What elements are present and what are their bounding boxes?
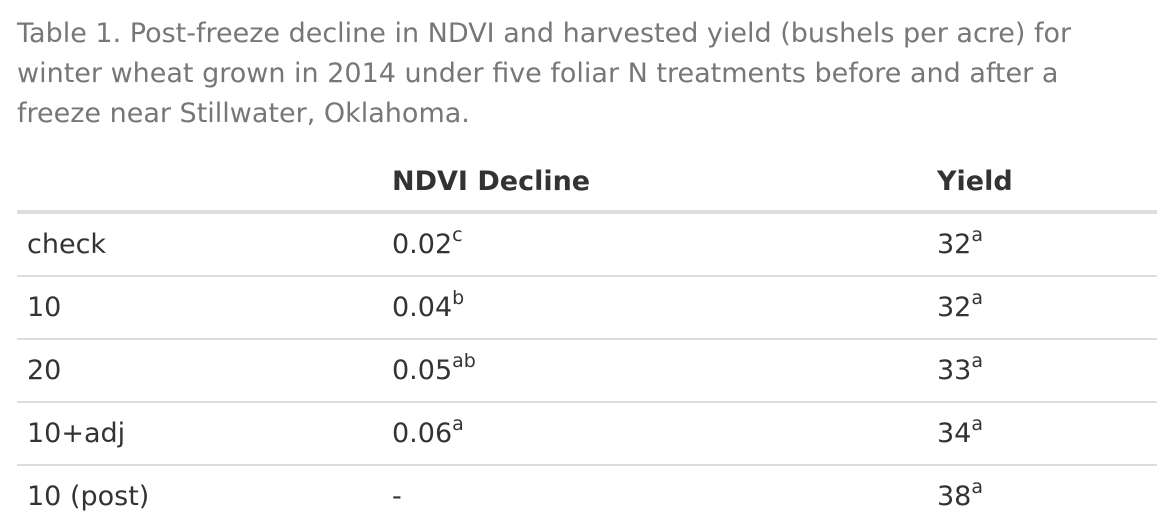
yield-cell: 34a bbox=[927, 402, 1157, 466]
table-row: 10+adj 0.06a 34a bbox=[17, 402, 1157, 466]
ndvi-value: 0.02 bbox=[392, 229, 453, 260]
yield-cell: 33a bbox=[927, 339, 1157, 403]
header-yield: Yield bbox=[927, 152, 1157, 214]
yield-value: 34 bbox=[937, 418, 972, 449]
treatment-cell: 10 (post) bbox=[27, 481, 150, 512]
ndvi-cell: 0.05ab bbox=[382, 339, 927, 403]
header-ndvi-decline: NDVI Decline bbox=[382, 152, 927, 214]
results-table: NDVI Decline Yield check 0.02c 32a 10 0.… bbox=[17, 152, 1157, 527]
header-treatment bbox=[17, 152, 382, 214]
yield-letter: a bbox=[971, 413, 984, 435]
yield-cell: 32a bbox=[927, 212, 1157, 277]
ndvi-letter: ab bbox=[452, 350, 476, 372]
ndvi-letter: b bbox=[452, 287, 465, 309]
table-caption: Table 1. Post-freeze decline in NDVI and… bbox=[17, 18, 1072, 129]
yield-value: 33 bbox=[937, 355, 972, 386]
treatment-cell: 20 bbox=[17, 339, 382, 403]
table-row: 10 (post) - 38a bbox=[17, 465, 1157, 527]
ndvi-cell: - bbox=[382, 465, 927, 527]
ndvi-value: 0.06 bbox=[392, 418, 453, 449]
yield-cell: 32a bbox=[927, 276, 1157, 340]
yield-letter: a bbox=[971, 224, 984, 246]
ndvi-cell: 0.06a bbox=[382, 402, 927, 466]
ndvi-value: - bbox=[392, 481, 402, 512]
ndvi-value: 0.04 bbox=[392, 292, 453, 323]
yield-letter: a bbox=[971, 350, 984, 372]
table-row: check 0.02c 32a bbox=[17, 212, 1157, 277]
ndvi-letter: a bbox=[452, 413, 464, 435]
treatment-cell: 10 bbox=[17, 276, 382, 340]
ndvi-cell: 0.04b bbox=[382, 276, 927, 340]
yield-letter: a bbox=[971, 287, 984, 309]
ndvi-cell: 0.02c bbox=[382, 212, 927, 277]
yield-cell: 38a bbox=[927, 465, 1157, 527]
treatment-cell: 10+adj bbox=[17, 402, 382, 466]
yield-value: 32 bbox=[937, 292, 972, 323]
header-row: NDVI Decline Yield bbox=[17, 152, 1157, 214]
ndvi-value: 0.05 bbox=[392, 355, 453, 386]
table-row: 10 0.04b 32a bbox=[17, 276, 1157, 340]
treatment-cell: check bbox=[17, 212, 382, 277]
yield-letter: a bbox=[971, 476, 984, 498]
table-row: 20 0.05ab 33a bbox=[17, 339, 1157, 403]
yield-value: 32 bbox=[937, 229, 972, 260]
yield-value: 38 bbox=[937, 481, 972, 512]
ndvi-letter: c bbox=[452, 224, 463, 246]
